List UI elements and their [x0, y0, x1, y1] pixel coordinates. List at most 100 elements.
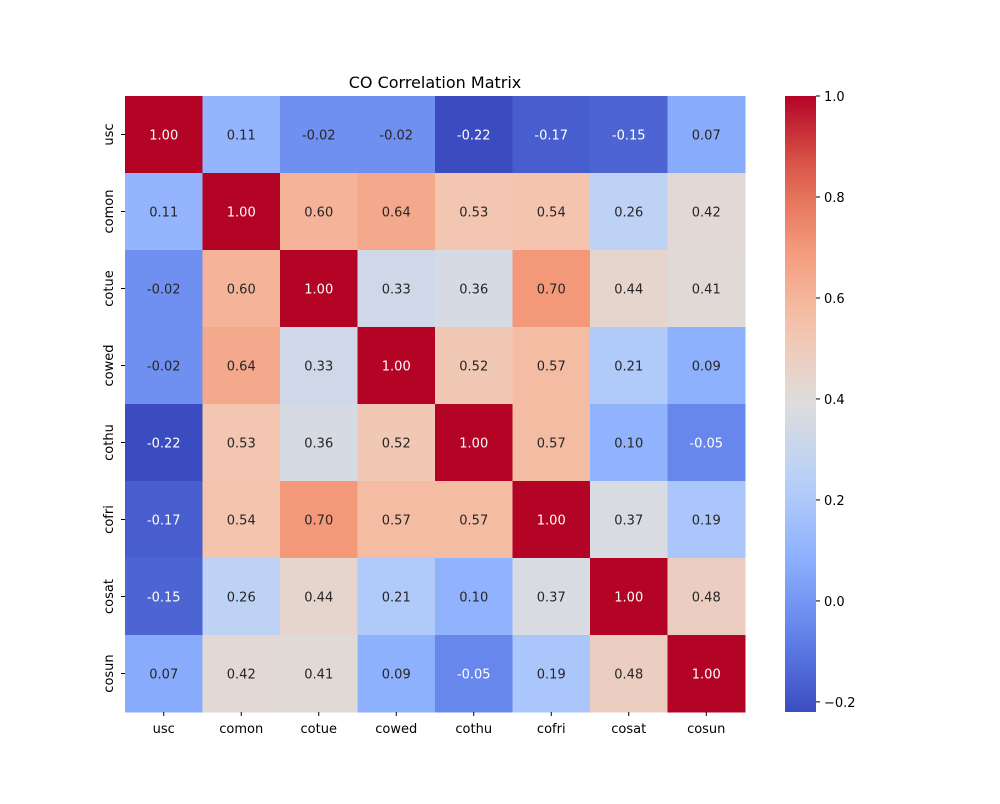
- heatmap-cell: [590, 173, 668, 251]
- heatmap-cell: [435, 250, 513, 328]
- cell-value-label: 0.10: [459, 591, 488, 606]
- heatmap-cell: [357, 327, 436, 405]
- colorbar: −0.2 0.0 0.2 0.4 0.6 0.8 1.0: [785, 90, 856, 712]
- cell-value-label: 0.52: [459, 360, 488, 375]
- heatmap-cell: [125, 250, 203, 328]
- cell-value-label: -0.02: [147, 360, 181, 375]
- heatmap-cell: [357, 481, 436, 559]
- cell-value-label: 1.00: [459, 437, 488, 452]
- heatmap-cell: [667, 404, 746, 482]
- heatmap-cell: [667, 250, 746, 328]
- cell-value-label: -0.22: [147, 437, 181, 452]
- cell-value-label: 0.52: [382, 437, 411, 452]
- x-tick-label: cotue: [301, 722, 337, 737]
- heatmap-cell: [357, 635, 436, 713]
- cell-value-label: 0.09: [382, 668, 411, 683]
- cell-value-label: 0.36: [459, 283, 488, 298]
- heatmap-cell: [512, 481, 591, 559]
- colorbar-gradient: [785, 96, 816, 712]
- heatmap-cell: [125, 635, 203, 713]
- heatmap-cell: [667, 173, 746, 251]
- heatmap-cell: [202, 327, 281, 405]
- cell-value-label: 1.00: [304, 283, 333, 298]
- cell-value-label: 0.64: [382, 206, 411, 221]
- heatmap-cell: [357, 173, 436, 251]
- heatmap-cell: [512, 327, 591, 405]
- heatmap-cell: [667, 558, 746, 636]
- heatmap-cell: [590, 481, 668, 559]
- cell-value-label: 0.57: [382, 514, 411, 529]
- cell-value-label: 0.33: [304, 360, 333, 375]
- x-tick-label: cosat: [611, 722, 646, 737]
- cell-value-label: 0.53: [459, 206, 488, 221]
- heatmap-cell: [435, 635, 513, 713]
- heatmap-cell: [280, 96, 358, 174]
- x-tick-label: cowed: [375, 722, 417, 737]
- cell-value-label: 0.64: [227, 360, 256, 375]
- cell-value-label: 0.26: [227, 591, 256, 606]
- cell-value-label: 1.00: [614, 591, 643, 606]
- cell-value-label: 0.26: [614, 206, 643, 221]
- heatmap-cell: [667, 96, 746, 174]
- cell-value-label: 0.54: [537, 206, 566, 221]
- cell-value-label: 0.57: [459, 514, 488, 529]
- heatmap-cell: [435, 327, 513, 405]
- heatmap-cell: [357, 404, 436, 482]
- y-axis: usc comon cotue cowed cothu cofri cosat cosun: [102, 123, 125, 693]
- heatmap-cell: [512, 635, 591, 713]
- colorbar-tick-label: 0.2: [824, 494, 845, 509]
- y-tick-label: cotue: [102, 270, 117, 306]
- cell-value-label: 0.44: [614, 283, 643, 298]
- cell-value-label: 0.44: [304, 591, 333, 606]
- cell-value-label: 0.11: [227, 129, 256, 144]
- colorbar-tick-label: 0.4: [824, 393, 845, 408]
- heatmap-cell: [125, 327, 203, 405]
- colorbar-tick-label: 0.0: [824, 595, 845, 610]
- x-tick-label: usc: [153, 722, 175, 737]
- cell-value-label: -0.02: [147, 283, 181, 298]
- cell-value-label: 1.00: [149, 129, 178, 144]
- colorbar-tick-label: −0.2: [824, 696, 856, 711]
- y-tick-label: usc: [102, 123, 117, 145]
- cell-value-label: 0.36: [304, 437, 333, 452]
- cell-value-label: 0.60: [227, 283, 256, 298]
- heatmap-cell: [512, 96, 591, 174]
- cell-value-label: 0.09: [692, 360, 721, 375]
- heatmap-cell: [202, 558, 281, 636]
- x-tick-label: cofri: [537, 722, 566, 737]
- cell-value-label: 0.57: [537, 437, 566, 452]
- heatmap-cell: [280, 173, 358, 251]
- colorbar-tick-label: 0.8: [824, 191, 845, 206]
- cell-value-label: 0.48: [692, 591, 721, 606]
- cell-value-label: 0.11: [149, 206, 178, 221]
- heatmap-cell: [512, 173, 591, 251]
- y-tick-label: cowed: [102, 345, 117, 387]
- colorbar-tick-label: 0.6: [824, 292, 845, 307]
- cell-value-label: 0.57: [537, 360, 566, 375]
- cell-value-label: 0.07: [149, 668, 178, 683]
- cell-value-label: -0.02: [379, 129, 413, 144]
- x-axis: usc comon cotue cowed cothu cofri cosat cosun: [153, 712, 725, 737]
- y-tick-label: cosun: [102, 654, 117, 692]
- cell-value-label: 0.42: [227, 668, 256, 683]
- cell-value-label: 0.48: [614, 668, 643, 683]
- cell-value-label: 0.60: [304, 206, 333, 221]
- colorbar-tick-label: 1.0: [824, 90, 845, 105]
- cell-value-label: 0.70: [304, 514, 333, 529]
- heatmap-cell: [125, 173, 203, 251]
- x-tick-label: cothu: [455, 722, 492, 737]
- cell-value-label: -0.17: [534, 129, 568, 144]
- cell-value-label: 0.19: [692, 514, 721, 529]
- cell-value-label: 0.37: [537, 591, 566, 606]
- heatmap-cell: [667, 635, 746, 713]
- heatmap-cell: [280, 404, 358, 482]
- cell-value-label: 0.19: [537, 668, 566, 683]
- heatmap-cell: [435, 558, 513, 636]
- cell-value-label: 0.07: [692, 129, 721, 144]
- colorbar-ticks: −0.2 0.0 0.2 0.4 0.6 0.8 1.0: [816, 90, 856, 711]
- cell-value-label: 0.54: [227, 514, 256, 529]
- heatmap-cell: [667, 327, 746, 405]
- heatmap-cell: [125, 96, 203, 174]
- y-tick-label: cothu: [102, 424, 117, 461]
